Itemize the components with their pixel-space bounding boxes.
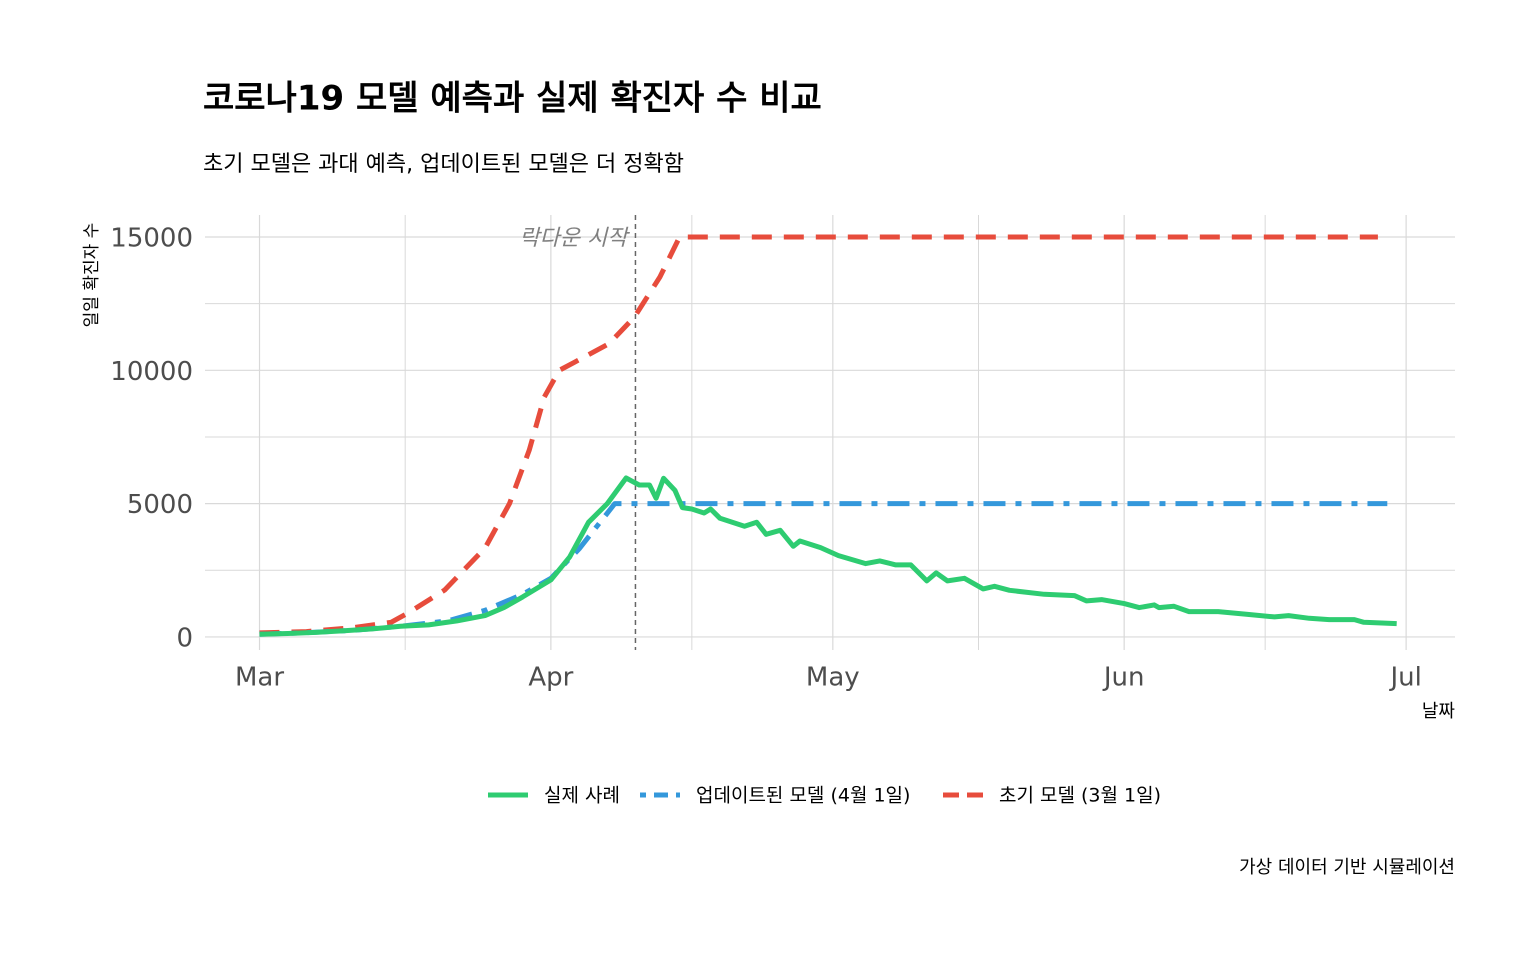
- series-line: [259, 501, 1388, 637]
- x-tick-label: Jun: [1102, 663, 1145, 693]
- annotation-text: 락다운 시작: [519, 226, 630, 251]
- x-axis-label: 날짜: [1422, 701, 1456, 722]
- legend-label: 초기 모델 (3월 1일): [999, 785, 1161, 807]
- caption: 가상 데이터 기반 시뮬레이션: [1239, 857, 1455, 878]
- series-line: [259, 234, 1378, 636]
- legend-label: 업데이트된 모델 (4월 1일): [696, 785, 910, 807]
- legend-label: 실제 사례: [544, 785, 620, 807]
- series-line: [259, 475, 1397, 637]
- x-tick-label: Apr: [528, 663, 573, 693]
- y-tick-label: 10000: [110, 357, 193, 387]
- x-tick-label: Mar: [235, 663, 284, 693]
- chart-subtitle: 초기 모델은 과대 예측, 업데이트된 모델은 더 정확함: [203, 152, 684, 177]
- x-tick-label: Jul: [1388, 663, 1421, 693]
- y-tick-label: 5000: [127, 490, 193, 520]
- chart-title: 코로나19 모델 예측과 실제 확진자 수 비교: [203, 79, 822, 119]
- y-tick-label: 15000: [110, 223, 193, 253]
- y-tick-label: 0: [176, 623, 193, 653]
- y-axis-label: 일일 확진자 수: [82, 223, 102, 328]
- x-tick-label: May: [806, 663, 860, 693]
